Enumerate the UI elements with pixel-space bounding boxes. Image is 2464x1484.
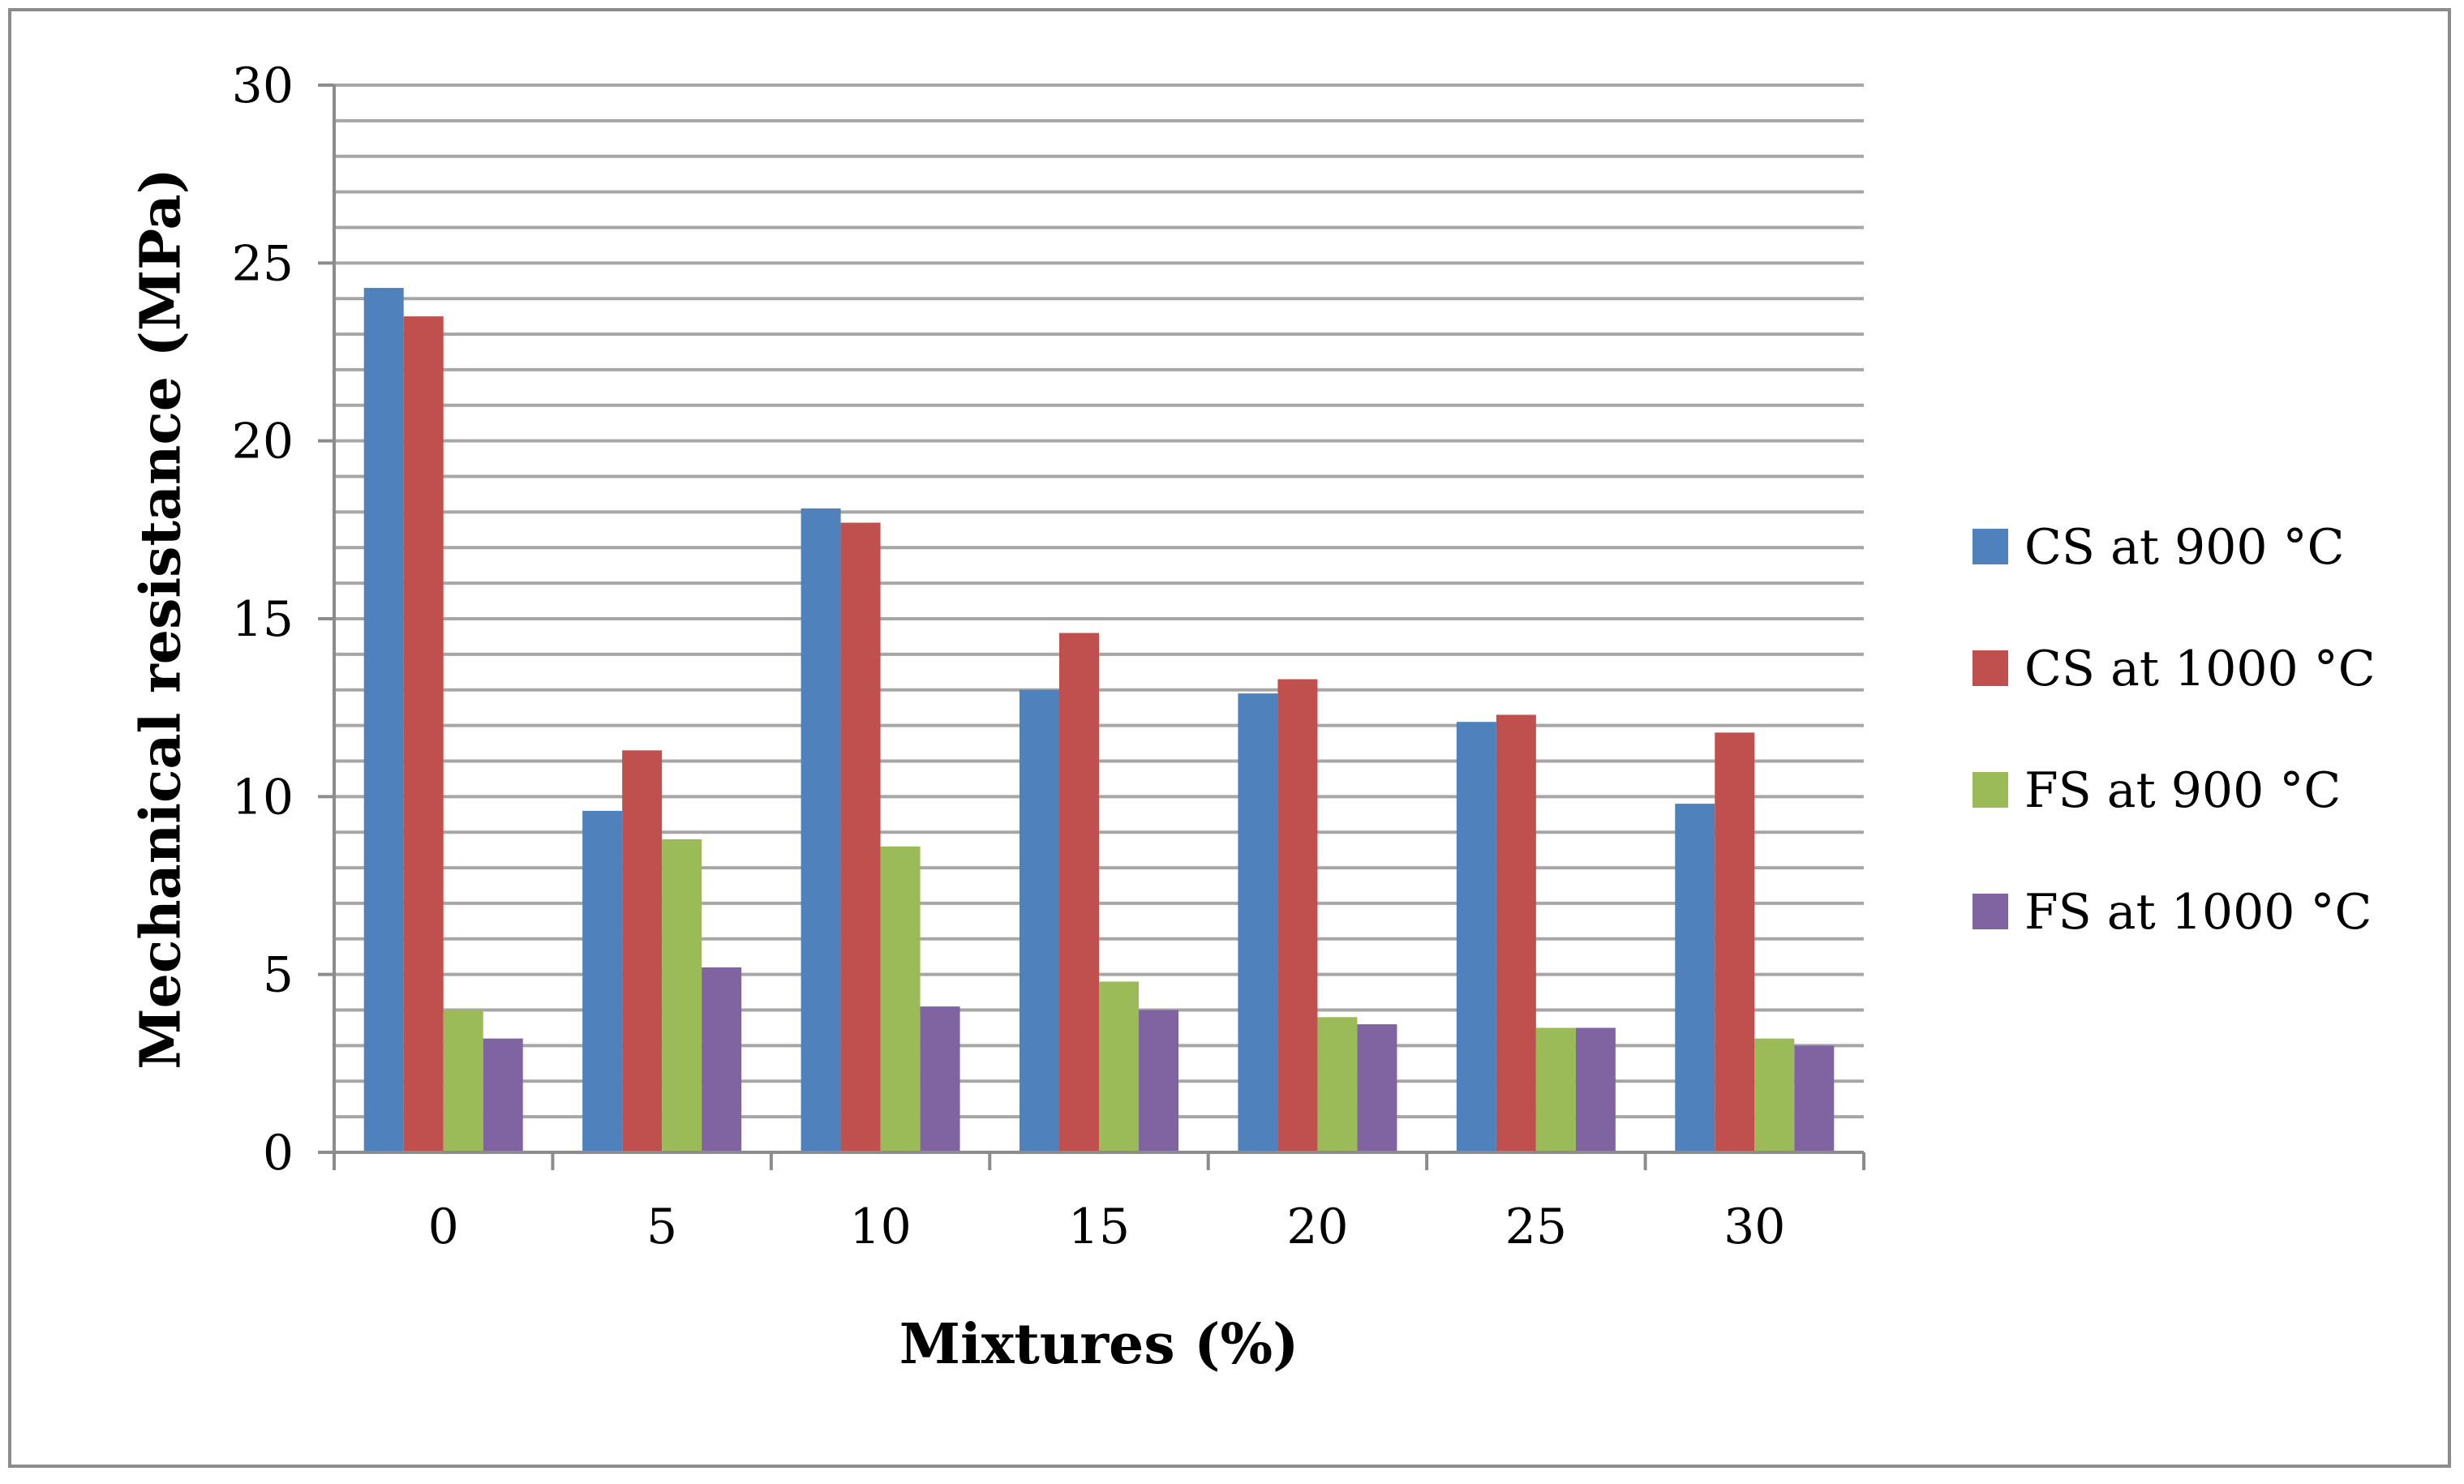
bars bbox=[363, 288, 1835, 1153]
y-tick-label: 5 bbox=[263, 947, 294, 1004]
bar bbox=[1099, 981, 1139, 1152]
x-tick-label: 5 bbox=[646, 1199, 677, 1255]
bar bbox=[1059, 633, 1099, 1152]
bar bbox=[1575, 1027, 1616, 1152]
y-tick-label: 15 bbox=[232, 591, 294, 648]
bar bbox=[1020, 689, 1059, 1152]
bar bbox=[1456, 722, 1496, 1152]
x-tick-label: 20 bbox=[1286, 1199, 1348, 1255]
y-axis-title: Mechanical resistance (MPa) bbox=[129, 168, 194, 1069]
x-tick-label: 30 bbox=[1724, 1199, 1785, 1255]
y-tick-label: 0 bbox=[263, 1125, 294, 1182]
legend: CS at 900 °C CS at 1000 °C FS at 900 °C FS … bbox=[1972, 519, 2376, 941]
y-tick-label: 10 bbox=[232, 769, 294, 826]
tick-labels: 0 5 10 15 20 25 30 0 5 10 15 20 25 30 bbox=[232, 58, 1786, 1255]
x-axis-title: Mixtures (%) bbox=[899, 1312, 1299, 1377]
bar bbox=[662, 839, 702, 1152]
bar-chart: 0 5 10 15 20 25 30 0 5 10 15 20 25 30 Mixtures (%) Me… bbox=[129, 58, 2376, 1377]
bar bbox=[1139, 1010, 1178, 1152]
bar bbox=[443, 1010, 483, 1152]
bar bbox=[363, 288, 404, 1152]
x-tick-label: 0 bbox=[428, 1199, 459, 1255]
y-tick-label: 20 bbox=[232, 414, 294, 470]
bar bbox=[483, 1038, 523, 1152]
bar bbox=[880, 846, 921, 1152]
axes bbox=[318, 84, 1865, 1170]
legend-label: FS at 900 °C bbox=[2024, 762, 2341, 819]
bar bbox=[920, 1006, 960, 1152]
bar bbox=[1357, 1024, 1397, 1152]
bar bbox=[1675, 804, 1715, 1152]
bar bbox=[582, 810, 623, 1152]
bar bbox=[1715, 732, 1755, 1152]
chart-frame: 0 5 10 15 20 25 30 0 5 10 15 20 25 30 Mixtures (%) Me… bbox=[8, 8, 2451, 1468]
legend-swatch bbox=[1972, 772, 2008, 808]
x-tick-label: 10 bbox=[849, 1199, 911, 1255]
bar bbox=[840, 522, 881, 1152]
legend-label: FS at 1000 °C bbox=[2024, 884, 2372, 941]
bar bbox=[1794, 1045, 1835, 1152]
x-tick-label: 15 bbox=[1068, 1199, 1130, 1255]
bar bbox=[403, 316, 444, 1153]
x-tick-label: 25 bbox=[1505, 1199, 1567, 1255]
bar bbox=[622, 750, 663, 1152]
bar bbox=[1535, 1027, 1576, 1152]
bar bbox=[1317, 1017, 1358, 1152]
y-tick-label: 30 bbox=[232, 58, 294, 114]
legend-swatch bbox=[1972, 650, 2008, 686]
legend-label: CS at 900 °C bbox=[2024, 519, 2345, 576]
legend-swatch bbox=[1972, 529, 2008, 564]
bar bbox=[1754, 1038, 1795, 1152]
bar bbox=[801, 508, 841, 1152]
y-tick-label: 25 bbox=[232, 235, 294, 292]
bar bbox=[1277, 679, 1318, 1152]
bar bbox=[1496, 714, 1536, 1152]
bar bbox=[1238, 693, 1278, 1152]
legend-label: CS at 1000 °C bbox=[2024, 641, 2376, 697]
bar bbox=[702, 967, 742, 1152]
legend-swatch bbox=[1972, 894, 2008, 929]
